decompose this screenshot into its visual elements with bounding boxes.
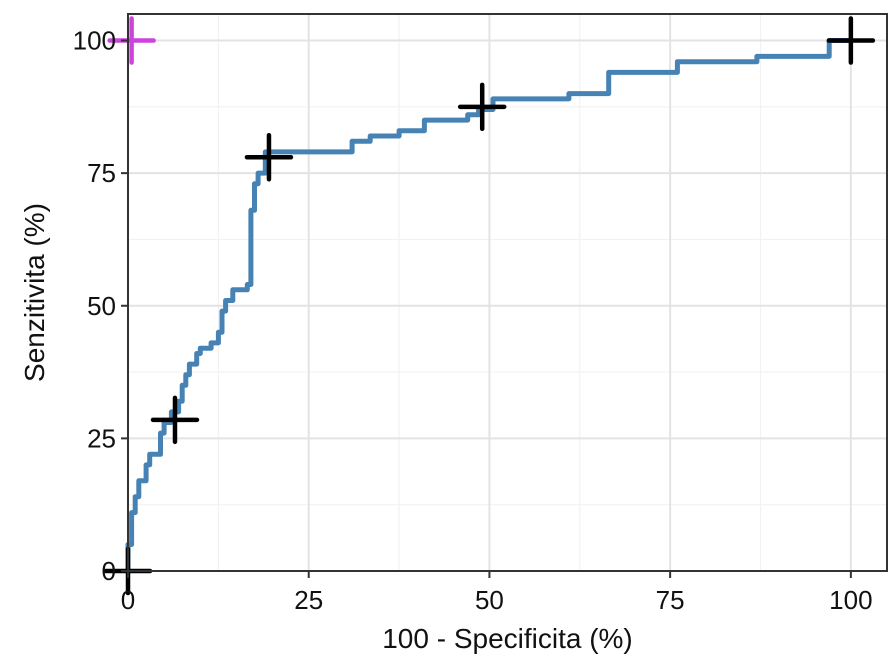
threshold-cross-marker <box>826 16 876 65</box>
roc-curve-layer <box>125 38 854 574</box>
threshold-cross-marker <box>244 132 294 182</box>
y-tick-label: 50 <box>87 291 116 321</box>
y-tick-label: 0 <box>102 556 116 586</box>
y-axis-title: Senzitivita (%) <box>19 203 50 382</box>
axis-ticks: 0 25 50 75 100 0 25 50 75 100 <box>73 26 873 615</box>
x-axis-title: 100 - Specificita (%) <box>382 623 633 654</box>
y-tick-label: 25 <box>87 423 116 453</box>
x-tick-label: 100 <box>829 585 872 615</box>
threshold-cross-marker <box>457 82 507 132</box>
x-tick-label: 75 <box>656 585 685 615</box>
panel-border <box>127 13 888 572</box>
x-tick-label: 50 <box>475 585 504 615</box>
threshold-cross-marker <box>150 395 200 445</box>
roc-curve-line <box>125 38 854 574</box>
y-tick-label: 100 <box>73 26 116 56</box>
highlight-cross-marker <box>107 16 156 65</box>
y-tick-label: 75 <box>87 158 116 188</box>
x-tick-label: 0 <box>121 585 135 615</box>
x-tick-label: 25 <box>294 585 323 615</box>
